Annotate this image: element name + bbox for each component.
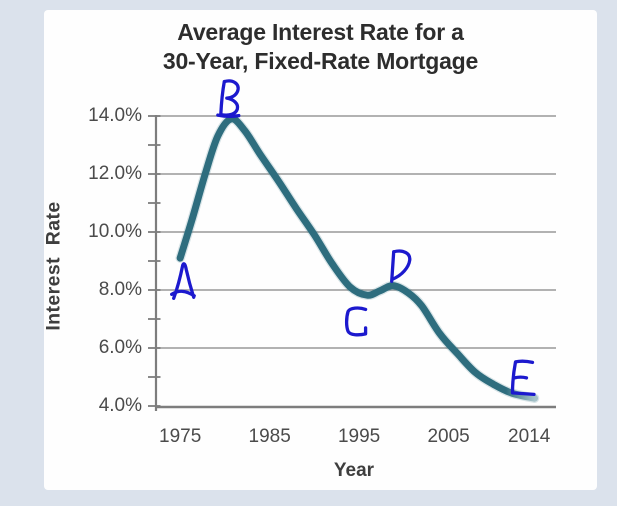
x-tick-label-2005: 2005 (427, 426, 470, 447)
annotation-letter-B (216, 79, 241, 118)
y-tick-label-14: 14.0% (88, 105, 142, 126)
x-axis-title: Year (333, 460, 375, 481)
annotation-letter-A (170, 262, 196, 300)
y-tick-label-6: 6.0% (98, 337, 142, 358)
x-tick-label-1995: 1995 (337, 426, 381, 447)
annotation-letter-stroke (510, 359, 536, 397)
x-tick-label-1985: 1985 (248, 426, 291, 447)
rate-curve (176, 115, 538, 402)
annotation-letter-D (390, 249, 412, 283)
annotation-letter-stroke (390, 249, 412, 283)
chart-panel: Average Interest Rate for a 30-Year, Fix… (43, 10, 597, 490)
chart-title: Average Interest Rate for a 30-Year, Fix… (44, 18, 597, 76)
rate-curve-halo (175, 114, 540, 403)
x-tick-label-1975: 1975 (159, 426, 202, 447)
y-tick-label-4: 4.0% (98, 395, 142, 416)
annotation-letter-E (510, 359, 536, 397)
y-tick-label-8: 8.0% (98, 279, 142, 300)
y-tick-label-12: 12.0% (88, 163, 142, 184)
y-tick-label-10: 10.0% (88, 221, 142, 242)
annotation-letter-stroke (216, 79, 241, 118)
annotation-letter-C (344, 306, 368, 337)
x-tick-label-2014: 2014 (508, 426, 551, 447)
chart-title-line2: 30-Year, Fixed-Rate Mortgage (162, 48, 479, 74)
mortgage-rate-line-chart (148, 79, 556, 411)
chart-title-line1: Average Interest Rate for a (177, 19, 464, 45)
annotation-letter-stroke (344, 306, 368, 337)
annotation-letter-stroke (170, 262, 196, 300)
